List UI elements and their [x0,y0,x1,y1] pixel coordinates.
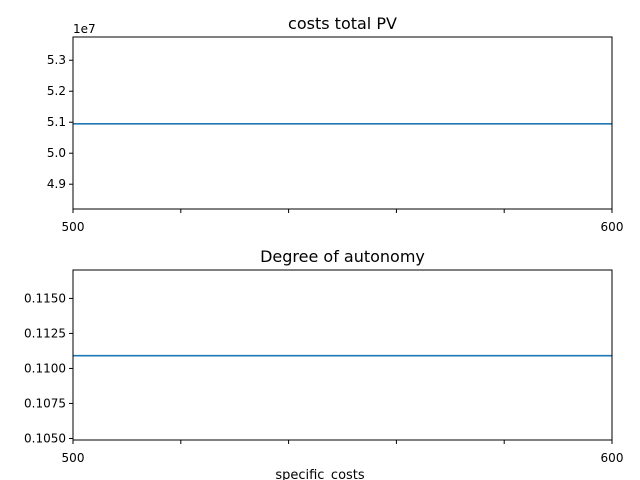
y-tick-label: 5.0 [47,146,66,160]
x-axis-label: specific_costs [275,468,365,480]
y-tick-label: 0.1150 [24,291,66,305]
chart-title: Degree of autonomy [260,247,425,266]
y-tick-label: 5.1 [47,115,66,129]
y-tick-label: 5.3 [47,53,66,67]
y-offset-label: 1e7 [73,22,96,36]
axes-frame [72,36,613,210]
x-tick-label: 500 [62,451,85,465]
y-tick-label: 5.2 [47,84,66,98]
y-tick-label: 4.9 [47,177,66,191]
x-tick-label: 600 [601,451,624,465]
subplot-degree-of-autonomy: Degree of autonomy specific_costs 0.1050… [24,247,623,480]
y-tick-label: 0.1125 [24,326,66,340]
y-tick-label: 0.1075 [24,396,66,410]
subplot-costs-total-pv: costs total PV 1e7 4.9 5.0 5.1 5.2 5.3 500 600 [47,14,624,234]
y-tick-label: 0.1100 [24,361,66,375]
axes-frame [72,269,613,441]
x-tick-label: 500 [62,220,85,234]
y-tick-label: 0.1050 [24,431,66,445]
x-tick-label: 600 [601,220,624,234]
chart-title: costs total PV [288,14,397,33]
